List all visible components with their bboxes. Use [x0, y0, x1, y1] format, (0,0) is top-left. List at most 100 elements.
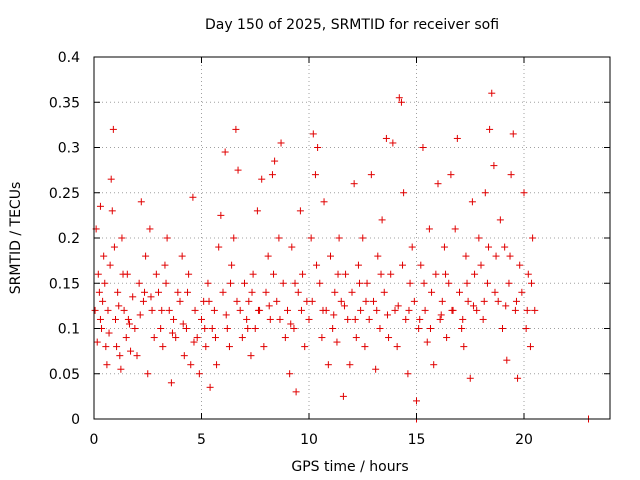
data-point — [182, 325, 190, 332]
data-point — [193, 334, 201, 342]
data-point — [313, 261, 321, 269]
data-point — [529, 234, 537, 242]
data-point — [124, 315, 132, 323]
data-point — [185, 270, 193, 278]
data-point — [356, 279, 364, 287]
data-point — [112, 315, 119, 323]
data-point — [406, 279, 414, 287]
data-point — [491, 288, 499, 296]
data-point — [91, 306, 99, 314]
data-point — [176, 297, 184, 305]
data-point — [204, 279, 212, 287]
data-point — [352, 334, 360, 342]
data-point — [167, 379, 175, 387]
data-point — [382, 134, 390, 142]
data-point — [133, 352, 141, 360]
data-point — [241, 279, 248, 287]
data-point — [425, 225, 433, 233]
data-point — [94, 270, 102, 278]
data-point — [518, 288, 526, 296]
data-point — [344, 315, 352, 323]
data-point — [331, 288, 339, 296]
data-point — [378, 216, 386, 224]
data-point — [139, 297, 147, 305]
data-point — [507, 171, 515, 179]
data-point — [288, 243, 296, 251]
data-point — [404, 370, 412, 378]
data-point — [365, 315, 373, 323]
data-point — [391, 306, 399, 314]
data-point — [492, 252, 500, 260]
data-point — [292, 388, 300, 396]
data-point — [161, 261, 169, 269]
data-point — [483, 279, 491, 287]
data-point — [327, 252, 334, 260]
data-point — [447, 171, 455, 179]
x-tick-label: 5 — [197, 432, 206, 448]
axis-ticks: 0 5 10 15 20 0 0.05 0.1 0.15 0.2 0.25 0.3 0.35 0.4 — [49, 50, 610, 448]
data-point — [249, 270, 257, 278]
data-point — [376, 325, 384, 332]
x-tick-label: 20 — [515, 432, 533, 448]
data-point — [114, 288, 122, 296]
data-point — [494, 297, 502, 305]
data-point — [486, 125, 494, 133]
data-point — [116, 352, 124, 360]
data-point — [201, 325, 209, 332]
data-point — [95, 288, 103, 296]
data-point — [238, 334, 246, 342]
data-point — [179, 320, 187, 328]
data-point — [178, 252, 186, 260]
data-point — [426, 325, 434, 332]
x-axis-label: GPS time / hours — [291, 459, 408, 475]
data-point — [211, 334, 219, 342]
data-point — [117, 365, 125, 373]
data-point — [408, 243, 416, 251]
data-point — [180, 352, 188, 360]
data-point — [351, 315, 359, 323]
data-point — [219, 288, 227, 296]
data-point — [357, 306, 365, 314]
data-point — [516, 261, 524, 269]
y-tick-label: 0.35 — [49, 95, 80, 111]
data-point — [445, 279, 453, 287]
data-point — [308, 297, 316, 305]
data-point — [222, 311, 230, 319]
data-point — [190, 338, 198, 346]
y-tick-label: 0.3 — [58, 141, 80, 157]
data-point — [137, 198, 145, 206]
data-point — [287, 320, 295, 328]
data-point — [260, 343, 268, 351]
data-point — [499, 325, 506, 332]
data-point — [460, 343, 468, 351]
data-point — [362, 297, 370, 305]
data-point — [205, 297, 213, 305]
data-point — [522, 325, 530, 332]
data-point — [342, 270, 350, 278]
data-point — [374, 252, 382, 260]
data-point — [230, 234, 238, 242]
data-point — [488, 89, 496, 97]
data-point — [118, 234, 126, 242]
data-point — [253, 207, 261, 215]
data-point — [440, 243, 448, 251]
data-point — [208, 325, 216, 332]
data-point — [511, 306, 519, 314]
data-point — [350, 180, 358, 188]
data-point — [265, 302, 273, 310]
data-point — [162, 279, 170, 287]
data-point — [354, 261, 362, 269]
data-point — [377, 270, 385, 278]
data-point — [191, 306, 199, 314]
data-point — [184, 288, 192, 296]
data-point — [104, 306, 112, 314]
data-point — [318, 334, 326, 342]
data-point — [506, 252, 514, 260]
data-point — [359, 234, 367, 242]
data-point — [400, 189, 408, 197]
data-point — [115, 302, 123, 310]
data-point — [281, 334, 289, 342]
data-point — [290, 325, 298, 332]
data-point — [279, 279, 287, 287]
